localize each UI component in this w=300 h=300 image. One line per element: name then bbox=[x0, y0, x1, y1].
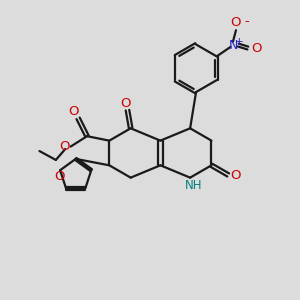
Text: O: O bbox=[54, 170, 65, 183]
Text: O: O bbox=[59, 140, 69, 153]
Text: O: O bbox=[230, 169, 241, 182]
Text: O: O bbox=[231, 16, 241, 29]
Text: N: N bbox=[228, 39, 238, 52]
Text: O: O bbox=[120, 97, 130, 110]
Text: +: + bbox=[235, 37, 244, 47]
Text: NH: NH bbox=[185, 179, 203, 193]
Text: -: - bbox=[244, 15, 249, 28]
Text: O: O bbox=[251, 42, 262, 55]
Text: O: O bbox=[68, 105, 79, 118]
